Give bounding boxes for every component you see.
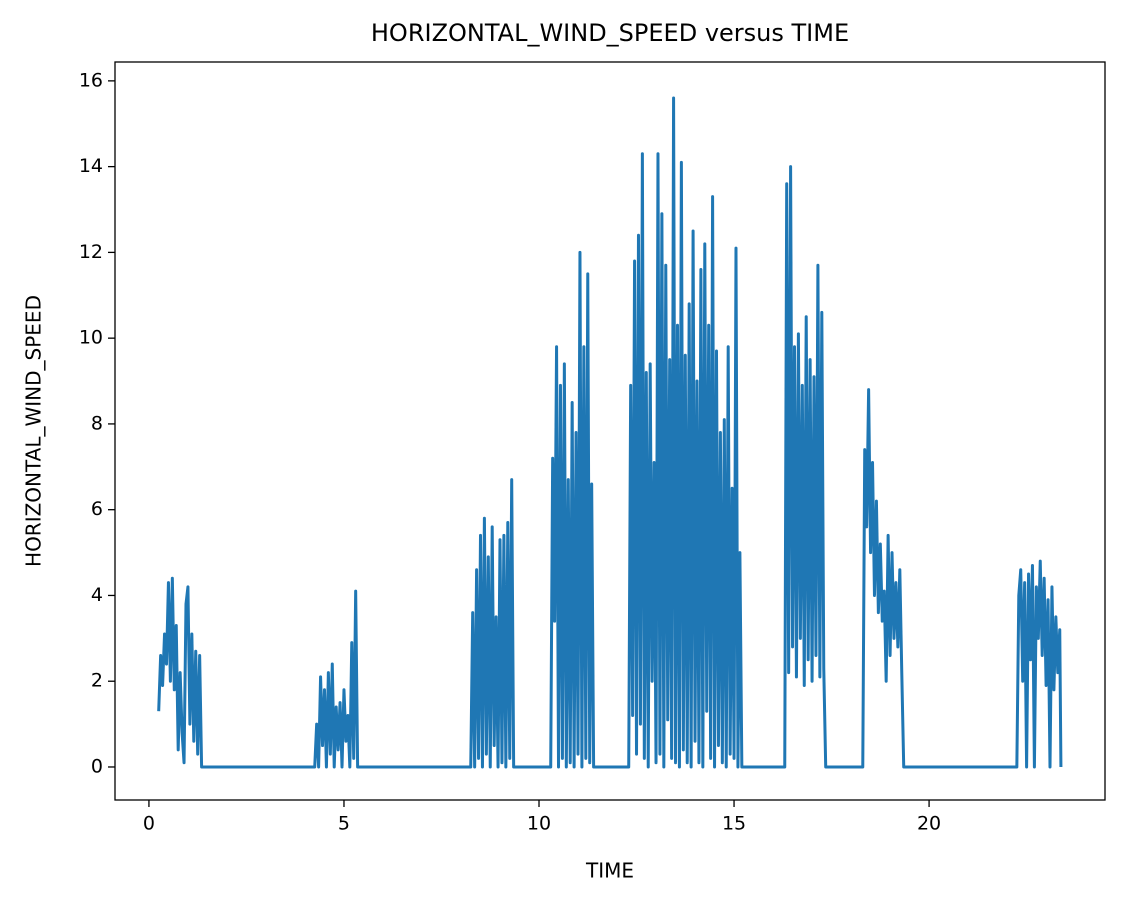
y-tick-label: 6: [91, 498, 103, 520]
x-tick-label: 0: [143, 813, 155, 835]
y-tick-label: 0: [91, 755, 103, 777]
x-tick-label: 20: [917, 813, 941, 835]
y-tick-label: 12: [79, 241, 103, 263]
y-tick-label: 8: [91, 412, 103, 434]
x-tick-label: 5: [338, 813, 350, 835]
x-tick-label: 10: [527, 813, 551, 835]
y-axis-label: HORIZONTAL_WIND_SPEED: [22, 295, 46, 567]
y-tick-label: 4: [91, 584, 103, 606]
plot-frame: [114, 61, 1106, 801]
y-tick-label: 14: [79, 155, 103, 177]
data-line: [157, 96, 1063, 769]
x-tick-label: 15: [722, 813, 746, 835]
chart-title: HORIZONTAL_WIND_SPEED versus TIME: [371, 19, 849, 47]
x-axis-label: TIME: [585, 859, 634, 883]
y-tick-label: 16: [79, 69, 103, 91]
y-tick-label: 2: [91, 670, 103, 692]
y-tick-label: 10: [79, 327, 103, 349]
